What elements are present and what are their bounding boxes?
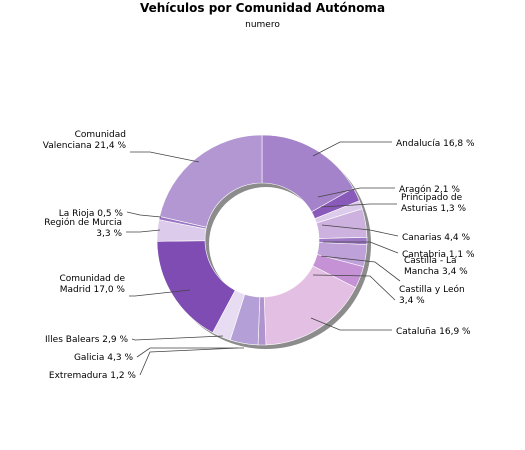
leader-line	[310, 317, 392, 331]
leader-line	[126, 211, 162, 218]
slice-label: Canarias 4,4 %	[402, 233, 470, 243]
leader-line	[139, 347, 239, 376]
slice-label: Región de Murcia	[44, 217, 122, 228]
slice-label: 3,3 %	[96, 229, 122, 239]
slice-label: Galicia 4,3 %	[74, 353, 133, 363]
leader-line	[317, 187, 395, 198]
slice-label: La Rioja 0,5 %	[59, 209, 124, 219]
slice-label: Principado de	[401, 193, 463, 203]
slice-label: Cataluña 16,9 %	[396, 327, 471, 337]
leader-line	[320, 255, 401, 282]
slice-label: 3,4 %	[399, 296, 425, 306]
leader-line	[136, 347, 244, 358]
slice-label: Aragón 2,1 %	[399, 184, 460, 195]
pie-slice	[159, 134, 263, 228]
leader-line	[129, 289, 191, 297]
leader-line	[130, 151, 200, 163]
slice-label: Asturias 1,3 %	[401, 204, 467, 214]
leader-line	[323, 241, 399, 254]
leader-line	[312, 141, 392, 157]
chart-subtitle: numero	[245, 20, 280, 30]
slice-label: Madrid 17,0 %	[60, 285, 126, 295]
slice-label: Andalucía 16,8 %	[396, 139, 475, 149]
slice-label: Cantabria 1,1 %	[402, 250, 475, 260]
slice-label: Mancha 3,4 %	[404, 267, 468, 277]
leader-line	[321, 224, 399, 237]
slice-label: Comunidad de	[59, 274, 125, 284]
leader-line	[312, 274, 396, 301]
slice-label: Castilla - La	[404, 256, 457, 266]
slice-label: Valenciana 21,4 %	[43, 141, 127, 151]
leader-line	[320, 203, 397, 208]
slice-label: Illes Balears 2,9 %	[45, 335, 128, 345]
slice-label: Comunidad	[75, 130, 126, 140]
slice-label: Extremadura 1,2 %	[49, 371, 137, 381]
leader-line	[126, 229, 161, 233]
slice-label: Castilla y León	[399, 284, 465, 295]
chart-title: Vehículos por Comunidad Autónoma	[139, 1, 386, 15]
leader-line	[131, 335, 224, 341]
